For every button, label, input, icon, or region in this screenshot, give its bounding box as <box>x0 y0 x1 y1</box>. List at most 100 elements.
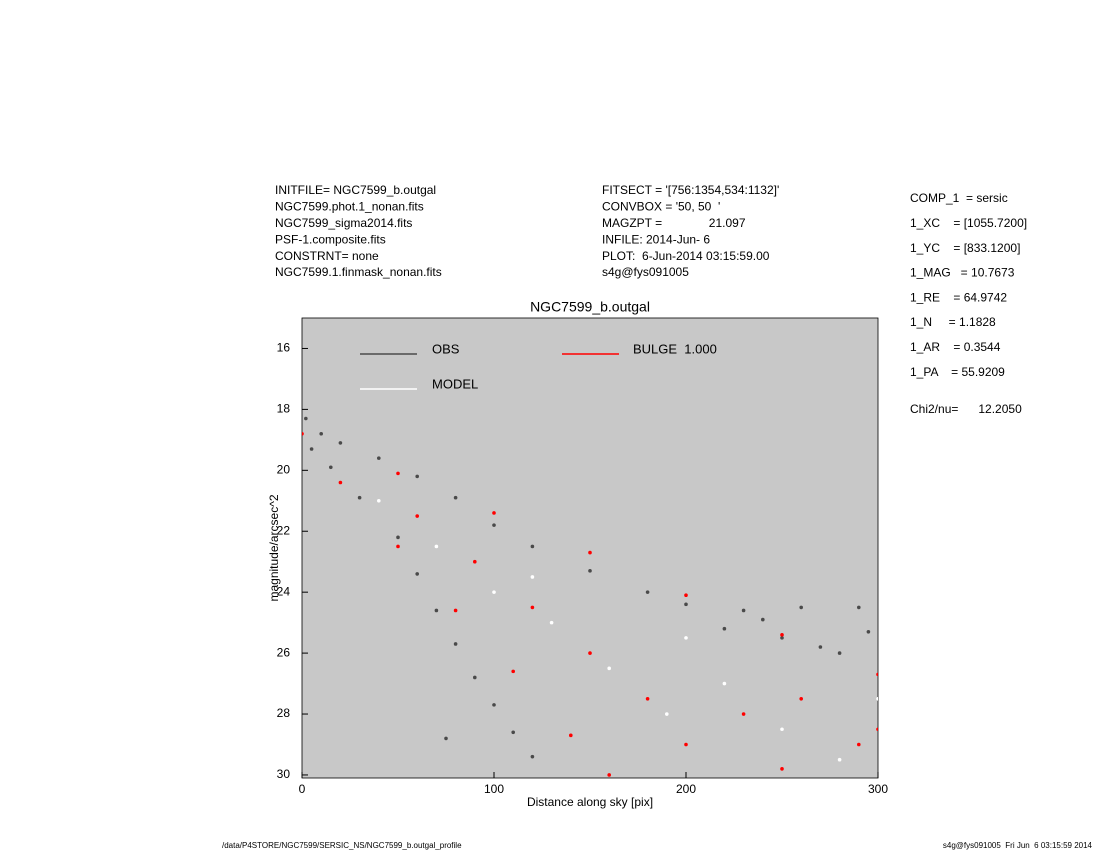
point <box>549 620 554 625</box>
parameter: 1_XC = [1055.7200] <box>910 216 1027 230</box>
header-left-line: NGC7599.1.finmask_nonan.fits <box>275 265 442 279</box>
y-tick-label: 16 <box>277 341 291 355</box>
point <box>780 633 784 637</box>
point <box>492 523 496 527</box>
point <box>329 465 333 470</box>
point <box>377 498 381 503</box>
y-tick-label: 28 <box>277 706 291 720</box>
point <box>444 736 448 741</box>
point <box>338 480 343 485</box>
header-middle-line: PLOT: 6-Jun-2014 03:15:59.00 <box>602 249 770 263</box>
chi2: Chi2/nu= 12.2050 <box>910 402 1022 416</box>
header-left-line: NGC7599.phot.1_nonan.fits <box>275 200 424 214</box>
point <box>876 672 878 677</box>
header-middle-line: s4g@fys091005 <box>602 265 689 279</box>
point <box>684 636 688 640</box>
plot-area <box>301 317 879 779</box>
legend-label: BULGE 1.000 <box>633 341 717 356</box>
parameter: 1_PA = 55.9209 <box>910 365 1005 379</box>
x-tick-label: 300 <box>868 782 888 796</box>
point <box>492 590 496 594</box>
point <box>511 669 515 674</box>
header-left-line: NGC7599_sigma2014.fits <box>275 216 412 230</box>
point <box>530 544 535 549</box>
y-axis-label: magnitude/arcsec^2 <box>267 494 281 601</box>
point <box>799 605 803 610</box>
point <box>741 608 746 613</box>
parameter: 1_YC = [833.1200] <box>910 241 1020 255</box>
point <box>453 495 458 500</box>
point <box>588 550 592 555</box>
point <box>396 471 400 476</box>
point <box>453 608 458 613</box>
parameter: 1_N = 1.1828 <box>910 315 996 329</box>
point <box>761 617 765 622</box>
point <box>415 572 420 576</box>
point <box>857 742 861 747</box>
point <box>530 605 535 610</box>
point <box>799 696 803 701</box>
point <box>607 666 611 671</box>
point <box>722 681 727 686</box>
point <box>338 441 343 445</box>
point <box>588 569 592 573</box>
point <box>434 608 439 613</box>
point <box>569 733 573 738</box>
point <box>818 645 823 649</box>
point <box>780 636 784 640</box>
point <box>684 742 688 747</box>
point <box>530 575 535 579</box>
point <box>357 495 362 500</box>
point <box>722 626 727 631</box>
point <box>741 712 746 716</box>
point <box>866 629 871 634</box>
chart-title: NGC7599_b.outgal <box>530 299 650 315</box>
y-tick-label: 22 <box>277 523 291 537</box>
points <box>302 416 878 777</box>
point <box>415 474 420 479</box>
header-middle-line: MAGZPT = 21.097 <box>602 216 746 230</box>
x-tick-label: 100 <box>484 782 504 796</box>
y-tick-label: 20 <box>277 462 291 476</box>
point <box>837 757 842 762</box>
point <box>645 696 650 701</box>
point <box>588 651 592 655</box>
legend-label: MODEL <box>432 376 478 391</box>
point <box>396 544 400 549</box>
parameter: COMP_1 = sersic <box>910 191 1008 205</box>
parameter: 1_MAG = 10.7673 <box>910 266 1015 280</box>
y-tick-label: 18 <box>277 402 291 416</box>
legend-label: OBS <box>432 341 460 356</box>
header-middle-line: FITSECT = '[756:1354,534:1132]' <box>602 183 779 197</box>
point <box>684 602 688 607</box>
point <box>473 559 477 564</box>
parameter: 1_AR = 0.3544 <box>910 340 1001 354</box>
x-tick-label: 200 <box>676 782 696 796</box>
point <box>665 712 669 716</box>
y-tick-label: 24 <box>277 584 291 598</box>
point <box>857 605 861 610</box>
point <box>684 593 688 598</box>
y-tick-label: 26 <box>277 645 291 659</box>
point <box>876 696 878 701</box>
header-middle-line: INFILE: 2014-Jun- 6 <box>602 232 710 246</box>
point <box>453 642 458 646</box>
point <box>530 754 535 759</box>
point <box>645 590 650 594</box>
y-tick-label: 30 <box>277 767 291 781</box>
footer-right: s4g@fys091005 Fri Jun 6 03:15:59 2014 <box>943 841 1093 850</box>
point <box>492 703 496 707</box>
footer-left: /data/P4STORE/NGC7599/SERSIC_NS/NGC7599_… <box>222 841 462 850</box>
point <box>434 544 439 549</box>
point <box>473 675 477 680</box>
header-middle-line: CONVBOX = '50, 50 ' <box>602 200 720 214</box>
point <box>492 511 496 515</box>
point <box>780 727 784 732</box>
point <box>607 773 611 777</box>
point <box>377 456 381 460</box>
point <box>415 514 420 518</box>
point <box>511 730 515 735</box>
point <box>876 727 878 732</box>
x-tick-label: 0 <box>299 782 306 796</box>
